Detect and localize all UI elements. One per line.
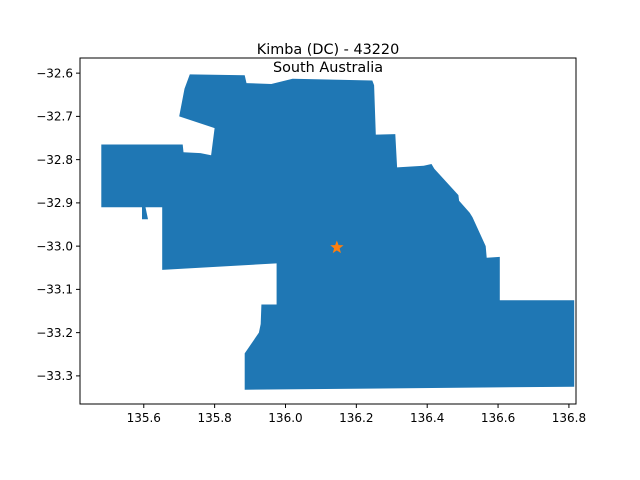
x-tick-label: 135.6 (127, 411, 161, 425)
x-tick-label: 136.4 (410, 411, 444, 425)
map-title: Kimba (DC) - 43220 (257, 42, 399, 58)
x-tick-label: 136.0 (268, 411, 302, 425)
x-tick-label: 136.6 (481, 411, 515, 425)
x-tick-label: 136.8 (552, 411, 586, 425)
location-star-marker (330, 240, 344, 254)
y-tick-label: −33.3 (36, 369, 73, 383)
plot-area (101, 74, 575, 390)
y-axis-ticks: −32.6 −32.7 −32.8 −32.9 −33.0 −33.1 −33.2 −33.3 (36, 66, 80, 383)
y-tick-label: −32.7 (36, 110, 73, 124)
x-tick-label: 135.8 (197, 411, 231, 425)
y-tick-label: −33.2 (36, 326, 73, 340)
x-tick-label: 136.2 (339, 411, 373, 425)
map-subtitle: South Australia (273, 60, 383, 76)
region-boundary (101, 74, 575, 390)
y-tick-label: −32.9 (36, 196, 73, 210)
x-axis-ticks: 135.6 135.8 136.0 136.2 136.4 136.6 136.8 (127, 404, 586, 425)
axes-frame (79, 57, 577, 405)
y-tick-label: −32.8 (36, 153, 73, 167)
y-tick-label: −33.1 (36, 283, 73, 297)
y-tick-label: −32.6 (36, 66, 73, 80)
y-tick-label: −33.0 (36, 239, 73, 253)
